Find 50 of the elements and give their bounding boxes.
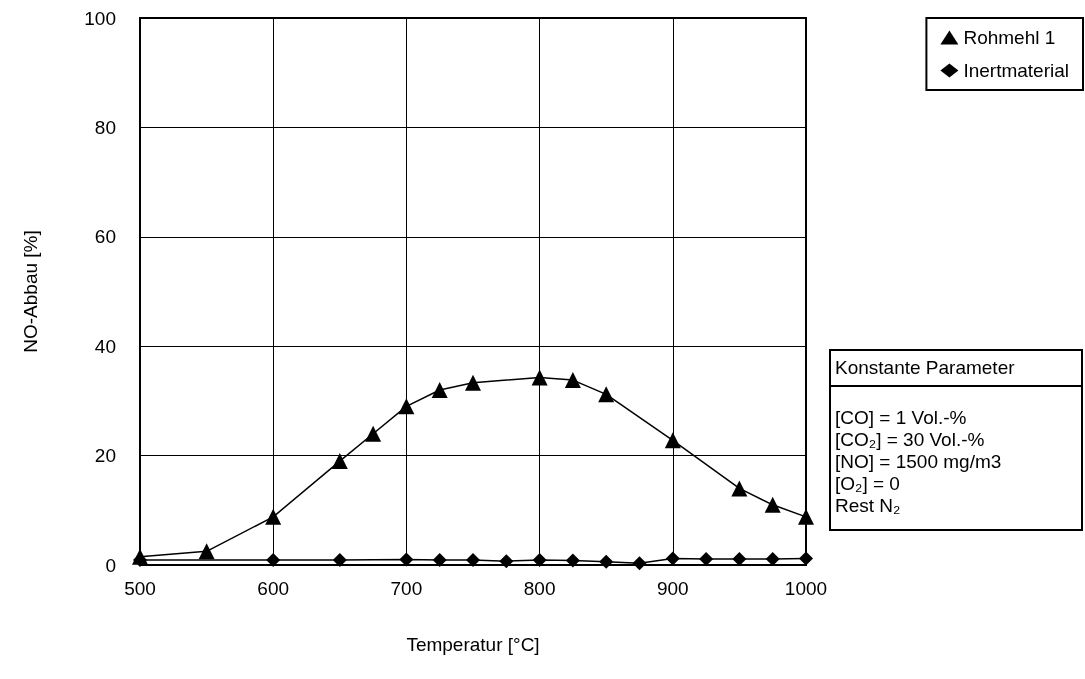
point <box>599 554 614 569</box>
y-tick-label: 80 <box>94 116 116 138</box>
point <box>399 552 414 567</box>
point <box>531 369 548 386</box>
point <box>765 551 780 566</box>
y-axis-title: NO-Abbau [%] <box>20 230 41 353</box>
x-tick-label: 900 <box>656 578 689 599</box>
point <box>266 553 281 568</box>
point <box>432 553 447 568</box>
x-tick-label: 500 <box>124 578 156 599</box>
point <box>398 398 415 415</box>
point <box>564 372 581 389</box>
point <box>632 556 647 571</box>
x-tick-label: 800 <box>523 578 556 599</box>
point <box>799 551 813 566</box>
point <box>598 386 615 403</box>
legend-label: Inertmaterial <box>963 60 1070 81</box>
point <box>265 508 282 525</box>
y-tick-label: 100 <box>84 7 116 29</box>
point <box>466 553 480 568</box>
text: Konstante Parameter <box>835 357 1016 378</box>
point <box>332 553 347 568</box>
point <box>331 453 348 470</box>
point <box>664 432 681 449</box>
point <box>732 551 747 566</box>
y-tick-label: 0 <box>105 554 116 576</box>
y-tick-label: 60 <box>94 226 116 248</box>
text: [O₂] = 0 <box>835 473 900 494</box>
text: [CO₂] = 30 Vol.-% <box>835 429 985 450</box>
point <box>198 543 215 560</box>
point <box>565 553 580 568</box>
point <box>764 496 781 513</box>
point <box>731 480 748 497</box>
point <box>499 554 514 569</box>
x-tick-label: 1000 <box>784 578 828 599</box>
x-axis-title: Temperatur [°C] <box>406 634 540 655</box>
x-tick-label: 700 <box>390 578 423 599</box>
text: Rest N₂ <box>835 495 901 516</box>
point <box>465 374 481 391</box>
point <box>532 553 547 568</box>
y-tick-label: 20 <box>94 445 116 467</box>
text: [CO] = 1 Vol.-% <box>835 407 967 428</box>
point <box>699 551 714 566</box>
y-tick-label: 40 <box>94 335 116 357</box>
legend-label: Rohmehl 1 <box>963 27 1056 48</box>
point <box>431 381 448 398</box>
x-tick-label: 600 <box>257 578 290 599</box>
text: [NO] = 1500 mg/m3 <box>835 451 1002 472</box>
point <box>665 551 680 566</box>
point <box>365 425 382 442</box>
